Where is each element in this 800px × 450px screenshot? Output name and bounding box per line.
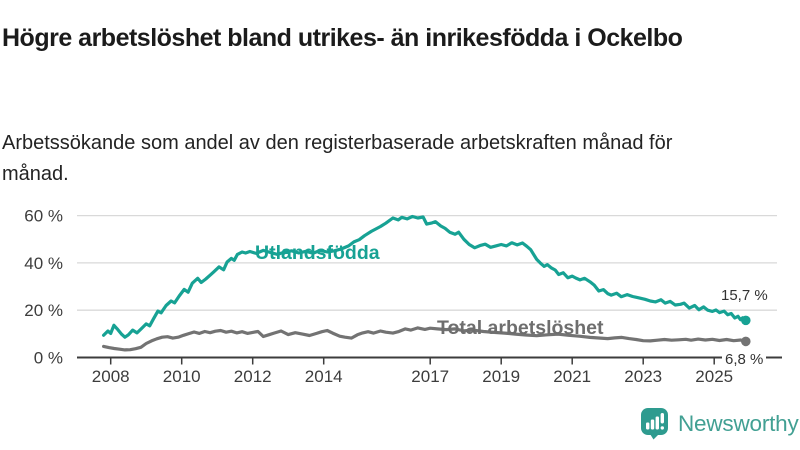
x-axis-tick-label: 2019 [482,367,520,386]
y-axis-tick-label: 0 % [34,349,63,368]
end-value-label-utlandsfodda: 15,7 % [721,287,768,304]
newsworthy-logo-link[interactable]: Newsworthy [640,407,799,440]
page-subtitle: Arbetssökande som andel av den registerb… [2,132,673,185]
x-axis-tick-label: 2023 [624,367,662,386]
series-end-dot-1 [740,336,751,347]
x-axis-tick-label: 2014 [305,367,343,386]
newsworthy-wordmark: Newsworthy [678,410,799,436]
series-line-0 [101,214,748,339]
x-axis-tick-label: 2008 [92,367,130,386]
page-title: Högre arbetslöshet bland utrikes- än inr… [2,23,683,52]
newsworthy-badge-icon [640,407,669,440]
end-value-label-total: 6,8 % [722,351,767,368]
series-line-1 [101,326,748,352]
x-axis-tick-label: 2017 [411,367,449,386]
y-axis-tick-label: 20 % [24,301,63,320]
x-axis-tick-label: 2021 [553,367,591,386]
series-end-dot-0 [740,315,751,326]
x-axis-tick-label: 2010 [163,367,201,386]
x-axis-tick-label: 2025 [695,367,733,386]
series-label-total-arbetsloshet: Total arbetslöshet [437,317,604,339]
y-axis-tick-label: 40 % [24,254,63,273]
x-axis-tick-label: 2012 [234,367,272,386]
y-axis-tick-label: 60 % [24,207,63,226]
series-label-utlandsfodda: Utlandsfödda [255,242,380,264]
